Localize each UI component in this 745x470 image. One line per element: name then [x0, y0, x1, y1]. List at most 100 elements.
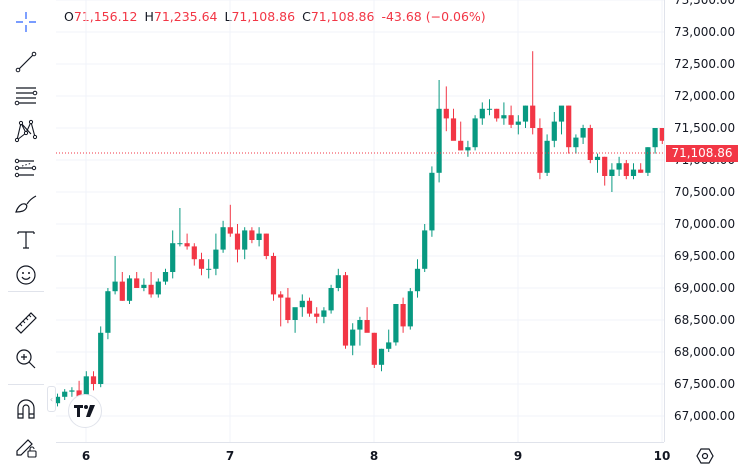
time-axis[interactable]: 6 7 8 9 10 — [56, 442, 670, 470]
candle[interactable] — [659, 128, 664, 144]
candle[interactable] — [450, 108, 457, 141]
fib-retracement-tool-button[interactable] — [8, 80, 44, 112]
candle[interactable] — [126, 275, 133, 304]
candle[interactable] — [573, 134, 579, 154]
candle[interactable] — [522, 105, 529, 128]
candle[interactable] — [623, 160, 629, 180]
candle[interactable] — [638, 163, 644, 173]
candle[interactable] — [609, 163, 615, 192]
lock-drawings-tool-button[interactable] — [8, 430, 44, 462]
candle[interactable] — [69, 387, 75, 397]
candle[interactable] — [515, 115, 521, 135]
candle[interactable] — [400, 297, 406, 333]
candle[interactable] — [206, 259, 212, 279]
candle[interactable] — [645, 147, 651, 176]
chart-settings-button[interactable] — [696, 447, 714, 465]
candle[interactable] — [393, 304, 399, 346]
candle[interactable] — [83, 371, 89, 397]
zoom-in-tool-button[interactable] — [8, 343, 44, 375]
candle[interactable] — [378, 348, 385, 372]
candle[interactable] — [119, 272, 125, 301]
candle[interactable] — [544, 134, 550, 176]
candle[interactable] — [414, 259, 421, 298]
candle[interactable] — [328, 284, 334, 314]
candle[interactable] — [227, 204, 233, 237]
candle[interactable] — [652, 128, 658, 154]
candle[interactable] — [220, 220, 226, 253]
collapse-toolbar-button[interactable]: ‹ — [47, 386, 56, 412]
price-axis[interactable]: 73,500.00 73,000.00 72,500.00 72,000.00 71,5… — [664, 0, 745, 442]
candle[interactable] — [148, 272, 154, 298]
candle[interactable] — [177, 208, 183, 247]
candle[interactable] — [285, 288, 291, 324]
tradingview-logo[interactable] — [68, 394, 102, 428]
candle[interactable] — [407, 288, 413, 330]
candle[interactable] — [306, 297, 313, 317]
candle[interactable] — [270, 252, 277, 301]
emoji-tool-button[interactable] — [8, 259, 44, 291]
candle[interactable] — [62, 389, 68, 400]
candle[interactable] — [112, 256, 118, 295]
candle[interactable] — [630, 163, 637, 180]
candle[interactable] — [198, 252, 205, 276]
candle[interactable] — [234, 224, 241, 263]
candle[interactable] — [594, 153, 601, 173]
crosshair-tool-button[interactable] — [8, 6, 44, 38]
candle[interactable] — [162, 268, 169, 285]
candle[interactable] — [335, 268, 341, 292]
candle[interactable] — [242, 227, 248, 260]
candle[interactable] — [479, 102, 485, 125]
candle[interactable] — [321, 307, 327, 324]
xabcd-pattern-tool-button[interactable] — [8, 115, 44, 147]
candle[interactable] — [371, 332, 377, 368]
candle[interactable] — [508, 105, 514, 128]
candle[interactable] — [191, 243, 197, 266]
brush-tool-button[interactable] — [8, 188, 44, 220]
candle[interactable] — [141, 278, 147, 292]
candle[interactable] — [530, 51, 536, 135]
candle[interactable] — [602, 156, 608, 186]
candle[interactable] — [551, 112, 557, 148]
candle[interactable] — [494, 108, 500, 122]
candle[interactable] — [256, 227, 262, 247]
candle[interactable] — [436, 80, 442, 183]
forecast-tool-button[interactable] — [8, 152, 44, 184]
candle[interactable] — [429, 166, 435, 237]
candle[interactable] — [263, 233, 269, 260]
candle[interactable] — [357, 316, 363, 346]
candle[interactable] — [155, 278, 161, 298]
candle[interactable] — [587, 124, 593, 164]
candle[interactable] — [472, 115, 478, 151]
candle[interactable] — [422, 224, 428, 272]
ruler-tool-button[interactable] — [8, 307, 44, 339]
candle[interactable] — [486, 99, 493, 116]
candle[interactable] — [364, 307, 370, 333]
candle[interactable] — [616, 156, 622, 176]
candle[interactable] — [465, 140, 471, 157]
candle[interactable] — [501, 102, 507, 125]
candle[interactable] — [292, 307, 298, 333]
candle[interactable] — [105, 288, 111, 340]
candle[interactable] — [90, 371, 97, 391]
candlestick-chart[interactable] — [56, 0, 664, 442]
candle[interactable] — [299, 294, 305, 317]
candle[interactable] — [170, 230, 176, 279]
candle[interactable] — [537, 118, 543, 180]
text-tool-button[interactable] — [8, 224, 44, 256]
trend-line-tool-button[interactable] — [8, 46, 44, 78]
candle[interactable] — [580, 124, 586, 144]
candle[interactable] — [443, 86, 449, 132]
candle[interactable] — [342, 272, 349, 349]
candle[interactable] — [278, 291, 284, 327]
candle[interactable] — [386, 329, 392, 352]
candle[interactable] — [566, 105, 572, 154]
candle[interactable] — [314, 307, 320, 324]
candle[interactable] — [134, 272, 140, 288]
candle[interactable] — [249, 227, 255, 244]
candle[interactable] — [458, 121, 464, 151]
magnet-tool-button[interactable] — [8, 393, 44, 425]
candle[interactable] — [558, 105, 565, 135]
candle[interactable] — [98, 326, 104, 388]
candle[interactable] — [350, 323, 356, 356]
candle[interactable] — [56, 393, 61, 407]
